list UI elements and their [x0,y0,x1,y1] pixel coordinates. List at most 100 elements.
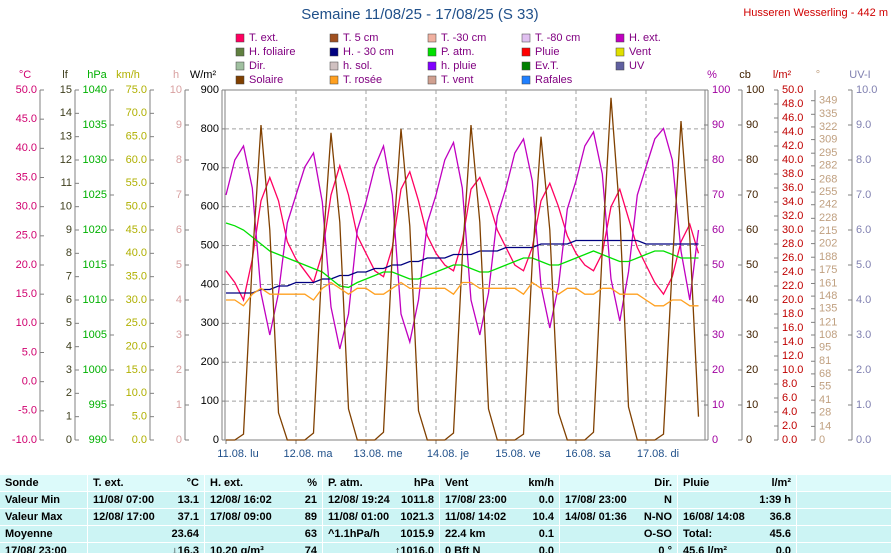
y-tick-label: 100 [746,84,764,96]
cell-text: 12/08/ 19:24 [328,494,390,506]
y-tick-label: 13 [60,131,72,143]
y-tick-label: 322 [819,121,837,133]
cell-text: Vent [445,477,469,489]
chart-title: Semaine 11/08/25 - 17/08/25 (S 33) [301,6,538,23]
cell-text: T. ext. [93,477,124,489]
y-tick-label: 75.0 [126,84,147,96]
y-tick-label: 15 [60,84,72,96]
y-tick-label: 215 [819,225,837,237]
y-tick-label: 14 [60,107,72,119]
legend-label: Solaire [249,74,283,86]
cell-text: 11/08/ 01:00 [328,511,390,523]
table-cell: Dir. [560,475,678,491]
y-tick-label: 80 [712,154,724,166]
y-tick-label: 1.0 [856,399,871,411]
y-tick-label: 121 [819,316,837,328]
y-tick-label: 20.0 [16,259,37,271]
y-tick-label: 20.0 [782,294,803,306]
y-tick-label: 3 [176,329,182,341]
y-tick-label: -5.0 [18,405,37,417]
legend-swatch [235,47,245,57]
y-tick-label: 40 [712,294,724,306]
cell-text: 1021.3 [400,511,434,523]
y-tick-label: 7 [66,271,72,283]
table-cell: H. ext.% [205,475,323,491]
cell-text: 36.8 [769,511,791,523]
x-tick-label: 14.08. je [427,448,469,460]
table-cell: Vent km/h [440,475,560,491]
y-tick-label: 7 [176,189,182,201]
cell-text: Valeur Min [5,494,61,506]
y-tick-label: 70.0 [126,107,147,119]
y-tick-label: 1015 [83,259,107,271]
table-cell: 10.20 g/m³ 74 [205,543,323,553]
y-tick-label: 28.0 [782,238,803,250]
legend-label: Ev.T. [535,60,559,72]
y-tick-label: 40.0 [126,247,147,259]
legend-label: P. atm. [441,46,474,58]
table-cell [797,509,892,525]
legend-label: T. -30 cm [441,32,486,44]
legend-label: Dir. [249,60,266,72]
y-tick-label: 30 [746,329,758,341]
y-tick-label: 20.0 [126,341,147,353]
y-tick-label: 9.0 [856,119,871,131]
cell-text: 12/08/ 16:02 [210,494,272,506]
cell-text: 13.1 [177,494,199,506]
y-tick-label: 0 [66,434,72,446]
y-tick-label: 30.0 [126,294,147,306]
cell-text: H. ext. [210,477,244,489]
axis-unit: hPa [87,69,107,81]
y-tick-label: 2.0 [782,420,797,432]
series-line [225,127,700,350]
y-tick-label: -10.0 [12,434,37,446]
y-tick-label: 8 [66,247,72,259]
y-tick-label: 41 [819,394,831,406]
y-tick-label: 335 [819,108,837,120]
y-tick-label: 202 [819,238,837,250]
x-tick-label: 15.08. ve [495,448,540,460]
y-tick-label: 30 [712,329,724,341]
y-tick-label: 11 [61,177,72,189]
table-cell: ↓16.3 [88,543,205,553]
legend-swatch [615,47,625,57]
legend-swatch [615,61,625,71]
y-tick-label: 40 [746,294,758,306]
y-tick-label: 5 [66,317,72,329]
legend-label: H. foliaire [249,46,295,58]
y-tick-label: 0 [746,434,752,446]
y-tick-label: 10.0 [16,317,37,329]
y-tick-label: 1000 [83,364,107,376]
y-tick-label: 42.0 [782,140,803,152]
y-tick-label: 80 [746,154,758,166]
y-tick-label: 35.0 [126,271,147,283]
cell-text: ↑1016.0 [394,545,434,553]
y-tick-label: 242 [819,199,837,211]
table-cell: 45.6 l/m² 0.0 [678,543,797,553]
y-tick-label: 900 [201,84,219,96]
y-tick-label: 6.0 [782,392,797,404]
cell-text: °C [186,477,199,489]
cell-text: 23.64 [171,528,199,540]
table-cell: 12/08/ 16:02 21 [205,492,323,508]
axis-unit: ° [816,69,820,81]
y-tick-label: 3 [66,364,72,376]
y-tick-label: 9 [66,224,72,236]
y-tick-label: 24.0 [782,266,803,278]
y-tick-label: 10 [60,201,72,213]
cell-text: % [307,477,317,489]
y-tick-label: 135 [819,303,837,315]
table-cell: Valeur Min [0,492,88,508]
y-tick-label: 8 [176,154,182,166]
y-tick-label: 34.0 [782,196,803,208]
cell-text: 11/08/ 07:00 [93,494,155,506]
y-tick-label: 8.0 [856,154,871,166]
y-tick-label: 90 [712,119,724,131]
table-row: Moyenne 23.64 63 ^1.1hPa/h 1015.9 22.4 km 0.1 O… [0,526,892,543]
axis-unit: °C [19,69,31,81]
y-tick-label: 148 [819,290,837,302]
y-tick-label: 15.0 [126,364,147,376]
legend-swatch [427,75,437,85]
legend-label: Rafales [535,74,573,86]
y-tick-label: 32.0 [782,210,803,222]
